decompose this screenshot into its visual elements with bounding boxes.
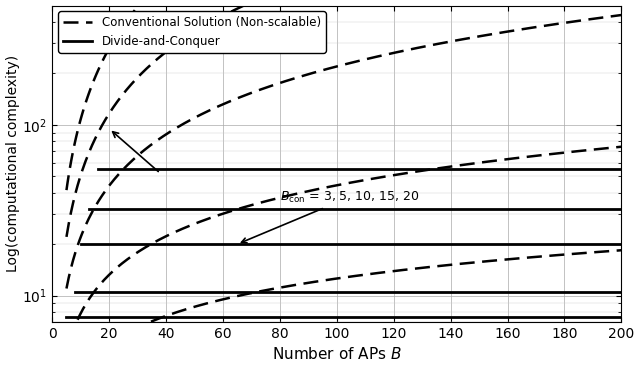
Legend: Conventional Solution (Non-scalable), Divide-and-Conquer: Conventional Solution (Non-scalable), Di… [58, 11, 326, 53]
Text: $B_{\mathrm{con}}$ = 3, 5, 10, 15, 20: $B_{\mathrm{con}}$ = 3, 5, 10, 15, 20 [241, 190, 419, 243]
X-axis label: Number of APs $B$: Number of APs $B$ [272, 346, 401, 362]
Y-axis label: Log(computational complexity): Log(computational complexity) [6, 55, 20, 272]
